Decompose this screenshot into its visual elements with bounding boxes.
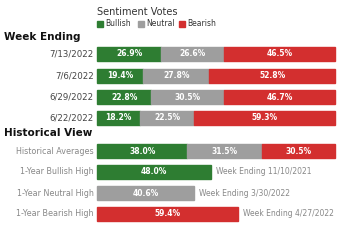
Text: Bullish: Bullish (105, 20, 131, 29)
Text: Week Ending 4/27/2022: Week Ending 4/27/2022 (243, 210, 334, 218)
Text: 59.4%: 59.4% (155, 210, 181, 218)
Text: Neutral: Neutral (146, 20, 175, 29)
Text: 7/13/2022: 7/13/2022 (50, 50, 94, 59)
Bar (224, 47, 335, 61)
Text: 40.6%: 40.6% (132, 189, 158, 197)
Bar (97, 69, 143, 83)
Bar (97, 90, 151, 104)
Bar (97, 186, 193, 200)
Text: 22.5%: 22.5% (154, 113, 180, 122)
Bar (179, 21, 185, 27)
Text: 7/6/2022: 7/6/2022 (55, 71, 94, 81)
Text: 6/29/2022: 6/29/2022 (50, 92, 94, 102)
Bar (97, 47, 161, 61)
Text: 26.6%: 26.6% (180, 50, 206, 59)
Text: 18.2%: 18.2% (105, 113, 132, 122)
Bar (143, 69, 209, 83)
Bar (224, 90, 335, 104)
Text: 48.0%: 48.0% (141, 167, 167, 176)
Bar (97, 21, 103, 27)
Bar (161, 47, 224, 61)
Text: 19.4%: 19.4% (107, 71, 133, 81)
Text: Historical Averages: Historical Averages (16, 146, 94, 155)
Bar (262, 144, 335, 158)
Bar (97, 144, 187, 158)
Text: 1-Year Bullish High: 1-Year Bullish High (20, 167, 94, 176)
Text: 27.8%: 27.8% (163, 71, 189, 81)
Text: 38.0%: 38.0% (129, 146, 155, 155)
Text: 52.8%: 52.8% (259, 71, 285, 81)
Text: 59.3%: 59.3% (251, 113, 277, 122)
Text: Bearish: Bearish (187, 20, 216, 29)
Text: 1-Year Bearish High: 1-Year Bearish High (17, 210, 94, 218)
Bar (138, 21, 144, 27)
Bar (97, 165, 211, 179)
Text: 46.5%: 46.5% (267, 50, 293, 59)
Bar (194, 111, 335, 125)
Text: 46.7%: 46.7% (266, 92, 293, 102)
Bar (187, 144, 262, 158)
Text: Week Ending: Week Ending (4, 32, 81, 42)
Text: Week Ending 11/10/2021: Week Ending 11/10/2021 (216, 167, 312, 176)
Bar (97, 207, 238, 221)
Text: Sentiment Votes: Sentiment Votes (97, 7, 177, 17)
Bar (140, 111, 194, 125)
Text: 26.9%: 26.9% (116, 50, 142, 59)
Bar (151, 90, 224, 104)
Text: 30.5%: 30.5% (286, 146, 312, 155)
Text: 22.8%: 22.8% (111, 92, 137, 102)
Bar (209, 69, 335, 83)
Text: 1-Year Neutral High: 1-Year Neutral High (17, 189, 94, 197)
Text: 6/22/2022: 6/22/2022 (50, 113, 94, 122)
Text: Week Ending 3/30/2022: Week Ending 3/30/2022 (199, 189, 290, 197)
Text: 31.5%: 31.5% (212, 146, 238, 155)
Bar (97, 111, 140, 125)
Text: 30.5%: 30.5% (174, 92, 201, 102)
Text: Historical View: Historical View (4, 128, 92, 138)
